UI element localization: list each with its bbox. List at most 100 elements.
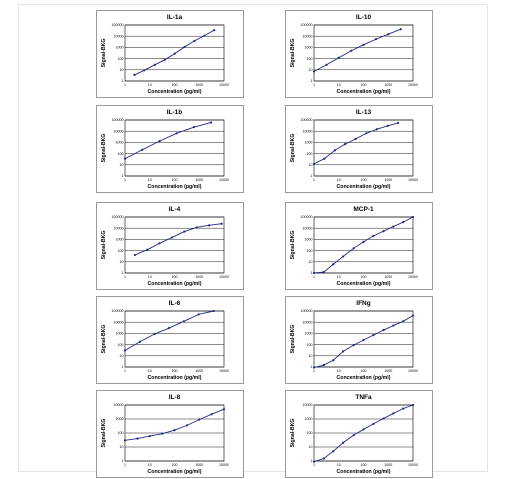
x-tick-label: 1: [313, 83, 315, 87]
data-point: [322, 271, 325, 274]
x-tick-label: 1000: [195, 275, 203, 279]
y-tick-label: 100: [118, 343, 124, 347]
plot-area: [124, 404, 225, 462]
chart-title: IL-4: [169, 206, 181, 213]
data-point: [375, 128, 379, 131]
x-axis-label: Concentration (pg/ml): [337, 184, 391, 190]
data-point: [333, 149, 337, 152]
y-tick-label: 10: [120, 68, 124, 72]
chart-title: IL-6: [169, 300, 181, 307]
x-tick-label: 100: [172, 275, 178, 279]
series-line: [313, 28, 401, 72]
y-tick-label: 100000: [112, 215, 124, 219]
data-point: [362, 43, 365, 46]
x-tick-label: 100: [172, 83, 178, 87]
y-tick-label: 1000: [116, 238, 124, 242]
y-tick-label: 10000: [114, 320, 124, 324]
y-tick-label: 10: [309, 354, 313, 358]
data-point: [143, 69, 146, 72]
chart-svg: IL-4 1 10 100 1000 10000 100000 1 10 100 1000 10000…: [101, 206, 229, 287]
y-axis-label: Signal-BKG: [101, 325, 107, 354]
plot-area: [313, 404, 414, 462]
data-point: [322, 363, 325, 367]
data-point: [374, 38, 378, 41]
series-line: [134, 29, 215, 76]
data-point: [402, 407, 405, 410]
x-tick-label: 1000: [384, 83, 392, 87]
chart-title: IL-10: [356, 14, 372, 21]
y-tick-label: 10: [309, 68, 313, 72]
y-tick-label: 1: [122, 365, 124, 369]
x-tick-label: 100: [172, 463, 178, 467]
y-tick-label: 100000: [112, 118, 124, 122]
data-point: [337, 56, 340, 59]
x-tick-label: 1000: [384, 275, 392, 279]
data-point: [342, 441, 345, 444]
plot-area: [313, 24, 414, 82]
chart-panel: IFNg 1 10 100 1000 10000 100000 1 10 100 1000 10000…: [285, 296, 433, 384]
x-axis-label: Concentration (pg/ml): [148, 281, 202, 287]
y-axis-label: Signal-BKG: [101, 134, 107, 163]
chart-panel: IL-4 1 10 100 1000 10000 100000 1 10 100 1000 10000…: [96, 202, 244, 290]
chart-svg: MCP-1 1 10 100 1000 10000 100000 1 10 100 1000 1000…: [290, 206, 418, 287]
x-tick-label: 100: [361, 275, 367, 279]
x-tick-label: 100: [172, 178, 178, 182]
y-tick-label: 10000: [114, 129, 124, 133]
data-point: [323, 157, 326, 160]
y-tick-label: 10000: [303, 403, 313, 407]
chart-panel: IL-10 1 10 100 1000 10000 100000 1 10 100 1000 1000…: [285, 10, 433, 98]
chart-svg: IL-10 1 10 100 1000 10000 100000 1 10 100 1000 1000…: [290, 14, 418, 95]
data-point: [222, 408, 226, 411]
x-tick-label: 10: [337, 463, 341, 467]
x-tick-label: 10: [148, 275, 152, 279]
data-point: [161, 432, 164, 435]
x-tick-label: 10: [148, 178, 152, 182]
y-tick-label: 10000: [303, 34, 313, 38]
data-point: [212, 309, 215, 313]
y-tick-label: 1: [311, 79, 313, 83]
x-axis-label: Concentration (pg/ml): [337, 89, 391, 95]
x-tick-label: 1: [313, 463, 315, 467]
x-tick-label: 1: [124, 275, 126, 279]
data-point: [312, 70, 316, 73]
data-point: [350, 49, 353, 52]
chart-title: IFNg: [356, 300, 370, 307]
x-tick-label: 1000: [384, 178, 392, 182]
plot-area: [124, 310, 225, 368]
series-line: [124, 408, 225, 441]
x-tick-label: 1: [313, 275, 315, 279]
x-tick-label: 10000: [219, 178, 229, 182]
y-tick-label: 1: [122, 459, 124, 463]
x-tick-label: 100: [361, 83, 367, 87]
plot-area: [313, 119, 414, 177]
x-tick-label: 10000: [219, 369, 229, 373]
data-point: [185, 424, 189, 427]
data-point: [382, 328, 385, 332]
y-tick-label: 10000: [303, 226, 313, 230]
plot-area: [124, 119, 225, 177]
x-tick-label: 1000: [195, 463, 203, 467]
y-tick-label: 10000: [114, 226, 124, 230]
y-tick-label: 100: [307, 57, 313, 61]
y-tick-label: 1000: [305, 417, 313, 421]
y-tick-label: 10000: [114, 34, 124, 38]
data-point: [198, 418, 201, 421]
x-tick-label: 100: [172, 369, 178, 373]
data-point: [362, 339, 365, 342]
data-point: [133, 73, 136, 77]
x-tick-label: 1: [124, 463, 126, 467]
y-tick-label: 100000: [301, 309, 313, 313]
chart-title: TNFa: [355, 394, 372, 401]
data-point: [158, 242, 161, 245]
y-tick-label: 1: [311, 174, 313, 178]
data-point: [210, 413, 213, 416]
y-tick-label: 100: [118, 249, 124, 253]
chart-panel: IL-6 1 10 100 1000 10000 100000 1 10 100 1000 10000…: [96, 296, 244, 384]
x-tick-label: 100: [361, 463, 367, 467]
data-point: [332, 359, 335, 362]
chart-panel: IL-1b 1 10 100 1000 10000 100000 1 10 100 1000 1000…: [96, 105, 244, 193]
y-tick-label: 100: [307, 343, 313, 347]
data-point: [148, 435, 151, 438]
data-point: [411, 314, 415, 317]
data-point: [123, 439, 127, 442]
